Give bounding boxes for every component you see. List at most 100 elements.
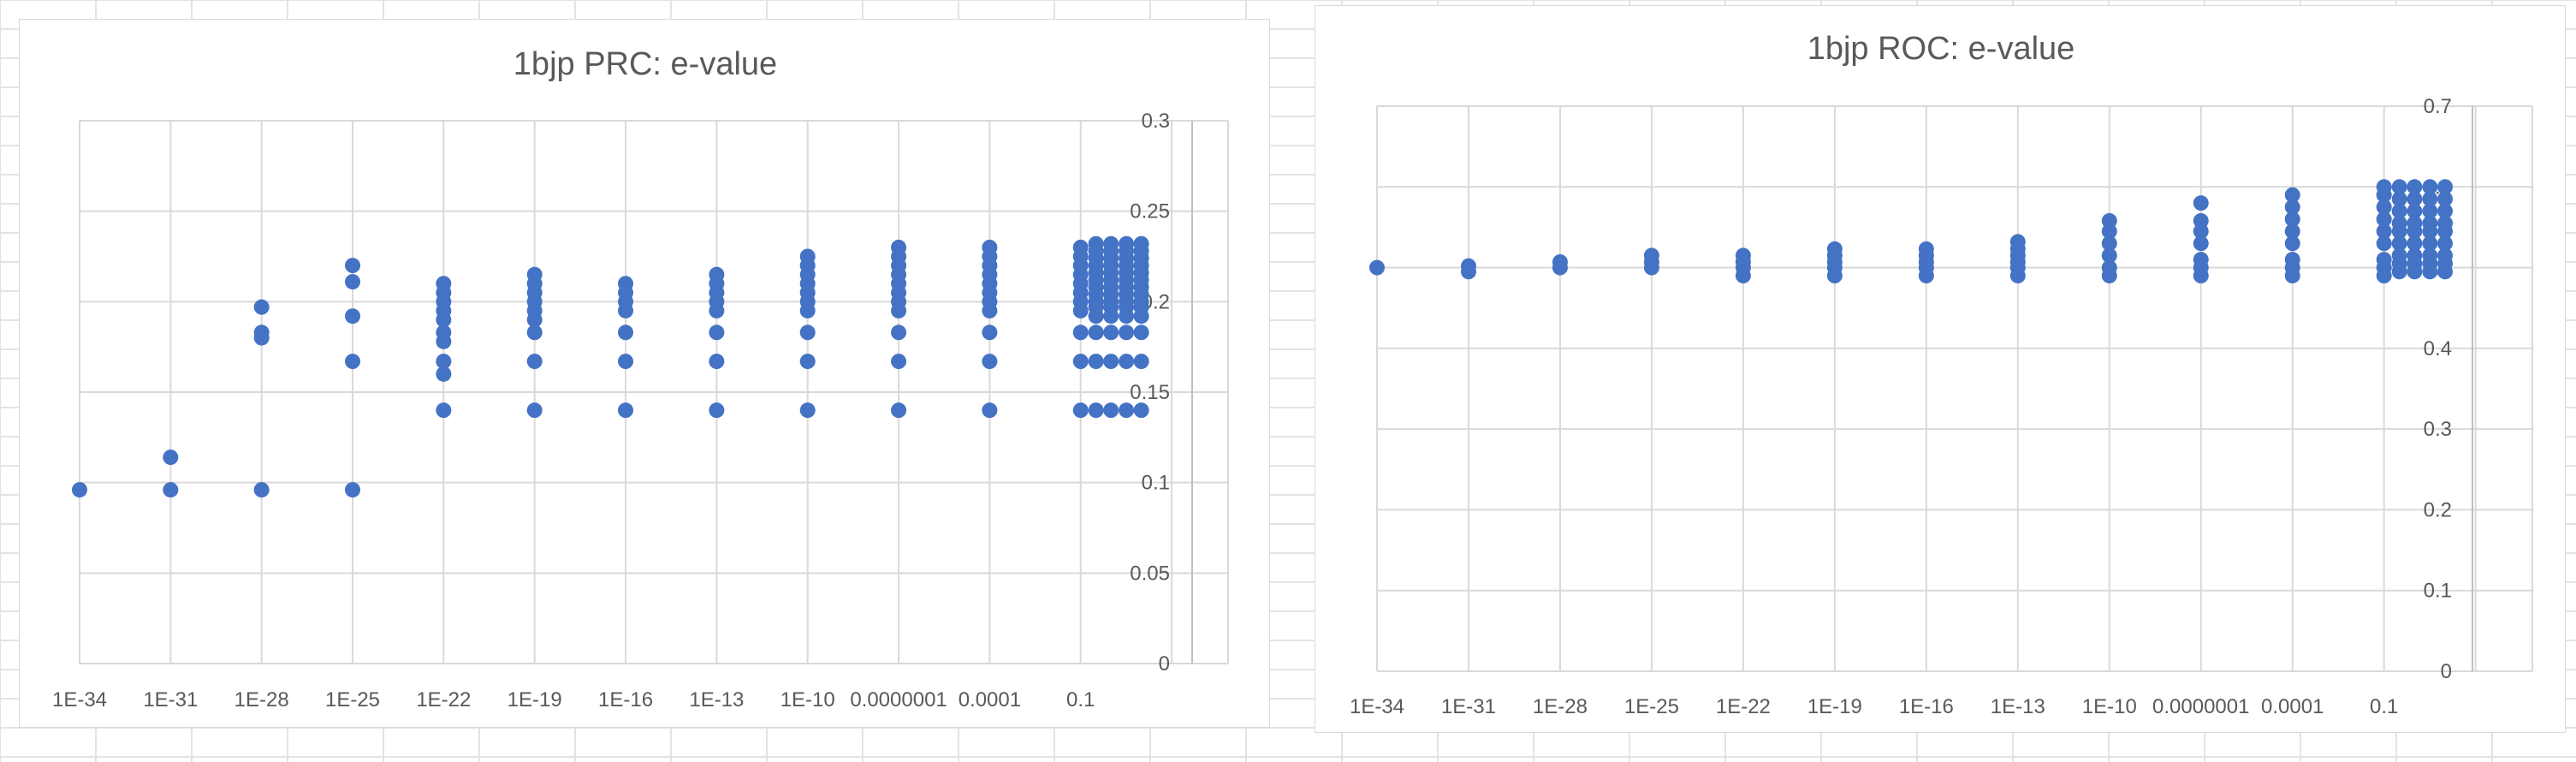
data-point	[526, 324, 543, 341]
chart-svg: 00.10.20.30.40.50.60.71E-341E-311E-281E-…	[1350, 31, 2533, 718]
y-tick-label: 0.1	[1142, 472, 1170, 495]
data-point	[2391, 235, 2407, 252]
x-tick-label: 1E-13	[1991, 695, 2045, 718]
data-point	[1072, 354, 1089, 370]
x-tick-label: 1E-34	[52, 688, 107, 711]
data-point	[2284, 223, 2300, 240]
data-point	[163, 482, 179, 498]
data-point	[2376, 235, 2392, 252]
x-tick-label: 1E-25	[325, 688, 380, 711]
data-point	[1072, 402, 1089, 419]
data-point	[2376, 199, 2392, 215]
chart-title: 1bjp PRC: e-value	[513, 46, 777, 82]
data-point	[1119, 402, 1135, 419]
data-point	[253, 299, 270, 315]
data-point	[799, 324, 816, 341]
data-point	[2101, 247, 2117, 264]
y-tick-label: 0.15	[1130, 381, 1170, 404]
data-point	[709, 266, 725, 283]
data-point	[253, 482, 270, 498]
data-point	[2422, 215, 2438, 231]
x-tick-label: 0.0000001	[850, 688, 947, 711]
data-point	[799, 354, 816, 370]
data-point	[2391, 215, 2407, 231]
chart-svg: 00.050.10.150.20.250.31E-34 1E-31 1E-28 1E-…	[52, 46, 1229, 711]
y-tick-label: 0.4	[2424, 337, 2452, 360]
data-point	[2407, 215, 2423, 231]
data-point	[618, 354, 634, 370]
data-point	[1119, 324, 1135, 341]
data-point	[1103, 324, 1119, 341]
x-tick-label: 1E-13	[689, 688, 744, 711]
data-point	[2101, 259, 2117, 276]
data-point	[709, 402, 725, 419]
data-point	[2437, 247, 2454, 264]
data-point	[2284, 187, 2300, 203]
data-point	[1119, 235, 1135, 252]
data-point	[618, 402, 634, 419]
data-point	[982, 239, 998, 255]
data-point	[2422, 203, 2438, 219]
data-point	[2376, 179, 2392, 195]
y-tick-label: 0.05	[1130, 562, 1170, 585]
data-point	[709, 324, 725, 341]
data-point	[1088, 402, 1104, 419]
x-tick-label: 1E-28	[1533, 695, 1588, 718]
data-point	[345, 308, 361, 324]
data-point	[2407, 179, 2423, 195]
data-point	[2376, 252, 2392, 268]
y-tick-label: 0	[1159, 652, 1170, 676]
x-tick-label: 1E-31	[1441, 695, 1496, 718]
x-tick-label: 0.0001	[2261, 695, 2324, 718]
data-point	[2437, 191, 2454, 207]
data-point	[2437, 179, 2454, 195]
data-point	[618, 276, 634, 292]
data-point	[2101, 212, 2117, 229]
data-point	[2437, 203, 2454, 219]
data-point	[436, 354, 452, 370]
data-point	[526, 354, 543, 370]
data-point	[436, 276, 452, 292]
data-point	[345, 482, 361, 498]
data-point	[2422, 235, 2438, 252]
data-point	[2193, 235, 2209, 252]
x-tick-label: 1E-25	[1624, 695, 1679, 718]
data-point	[436, 324, 452, 341]
x-tick-label: 0.1	[1066, 688, 1095, 711]
y-tick-label: 0.3	[2424, 418, 2452, 441]
data-point	[891, 354, 907, 370]
chart-prc[interactable]: 0 0.05 0.1 0.15 0.2 0.25 0.3 1E-34 1E-31 1E-28 1E-…	[19, 19, 1270, 728]
y-tick-label: 0	[2441, 660, 2452, 683]
data-point	[436, 366, 452, 382]
data-point	[2422, 247, 2438, 264]
data-point	[2407, 247, 2423, 264]
data-point	[1072, 324, 1089, 341]
data-point	[1088, 324, 1104, 341]
x-tick-label: 1E-10	[2082, 695, 2137, 718]
data-point	[345, 258, 361, 274]
x-tick-label: 1E-19	[507, 688, 562, 711]
data-point	[891, 239, 907, 255]
data-point	[1133, 324, 1149, 341]
y-tick-label: 0.1	[2424, 580, 2452, 603]
data-point	[1103, 354, 1119, 370]
data-point	[2009, 234, 2026, 250]
data-point	[72, 482, 87, 498]
x-tick-label: 1E-16	[598, 688, 653, 711]
x-tick-label: 1E-16	[1899, 695, 1954, 718]
data-point	[2284, 235, 2300, 252]
data-point	[2437, 235, 2454, 252]
data-point	[1088, 354, 1104, 370]
chart-roc[interactable]: 00.10.20.30.40.50.60.71E-341E-311E-281E-…	[1315, 5, 2566, 733]
data-point	[891, 324, 907, 341]
data-point	[1072, 239, 1089, 255]
data-point	[2407, 191, 2423, 207]
data-point	[2193, 252, 2209, 268]
data-point	[526, 402, 543, 419]
data-point	[2437, 215, 2454, 231]
data-point	[345, 274, 361, 290]
y-tick-label: 0.2	[2424, 498, 2452, 521]
data-point	[1133, 354, 1149, 370]
y-tick-label: 0.3	[1142, 110, 1170, 133]
data-point	[1643, 247, 1659, 264]
